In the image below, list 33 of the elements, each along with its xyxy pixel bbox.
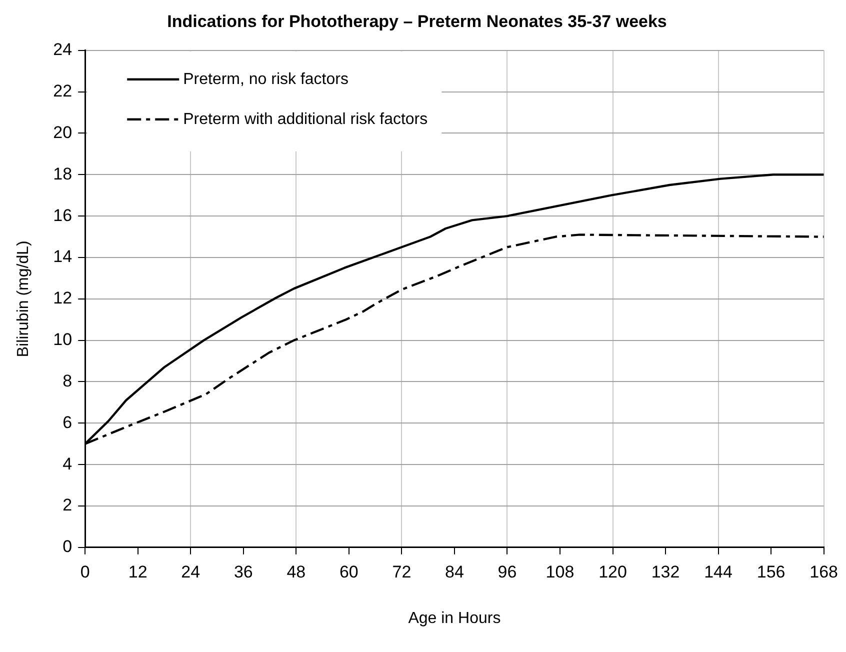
legend-label: Preterm with additional risk factors (183, 110, 428, 128)
y-tick-label: 6 (62, 412, 72, 432)
x-tick-label: 72 (392, 562, 412, 582)
x-tick-label: 60 (339, 562, 358, 582)
x-tick-label: 36 (234, 562, 253, 582)
y-tick-label: 4 (62, 454, 72, 474)
x-tick-label: 96 (498, 562, 517, 582)
y-tick-label: 20 (53, 122, 72, 142)
y-tick-label: 16 (53, 206, 72, 225)
y-tick-label: 24 (53, 40, 72, 60)
y-tick-label: 10 (53, 330, 72, 350)
x-tick-label: 156 (756, 562, 786, 582)
y-tick-label: 2 (62, 496, 72, 515)
x-tick-label: 132 (651, 562, 680, 582)
chart-title: Indications for Phototherapy – Preterm Neonates 35-37 weeks (167, 12, 667, 31)
y-axis-title: Bilirubin (mg/dL) (15, 240, 32, 358)
y-tick-label: 14 (53, 247, 72, 266)
x-tick-label: 120 (598, 562, 627, 582)
y-tick-label: 18 (53, 164, 72, 184)
x-tick-label: 108 (546, 562, 574, 582)
x-tick-label: 0 (80, 562, 90, 582)
legend-label: Preterm, no risk factors (183, 70, 348, 88)
x-tick-label: 168 (810, 562, 838, 582)
x-axis-title: Age in Hours (408, 610, 501, 627)
y-tick-label: 12 (53, 288, 72, 308)
x-tick-label: 24 (181, 562, 200, 582)
y-tick-label: 0 (62, 537, 72, 556)
x-tick-label: 48 (286, 562, 306, 582)
x-tick-label: 144 (704, 562, 732, 582)
x-tick-label: 84 (445, 562, 464, 582)
y-tick-label: 8 (62, 371, 72, 390)
y-tick-label: 22 (53, 82, 72, 101)
x-tick-label: 12 (128, 562, 148, 582)
